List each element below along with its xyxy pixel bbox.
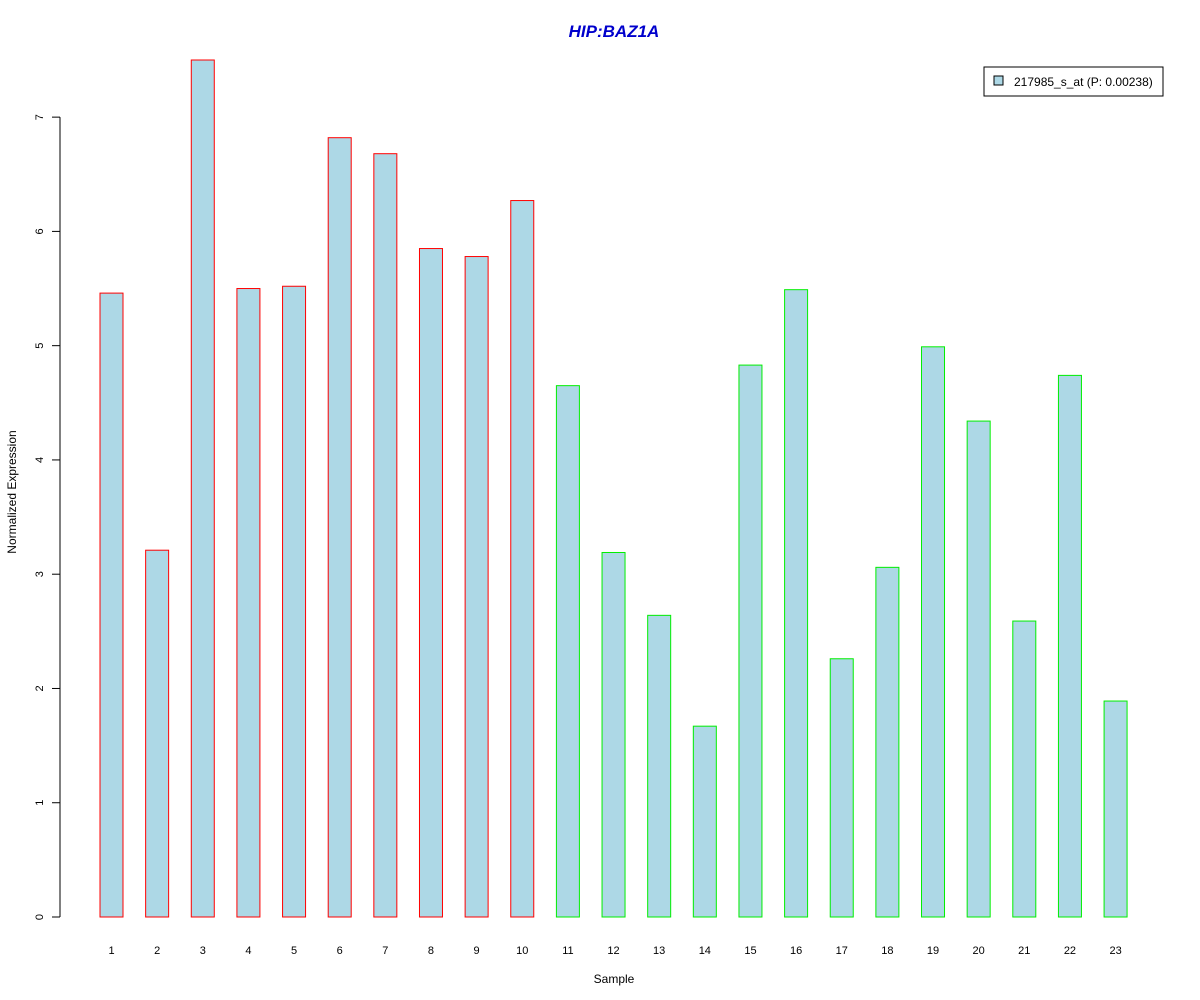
x-tick-label: 10 <box>516 945 528 957</box>
y-tick-label: 7 <box>34 114 46 120</box>
x-tick-label: 20 <box>973 945 985 957</box>
x-tick-label: 16 <box>790 945 802 957</box>
bar-sample-20 <box>966 420 991 918</box>
chart-title: HIP:BAZ1A <box>569 22 660 41</box>
x-tick-label: 6 <box>337 945 343 957</box>
bar-sample-11 <box>555 385 580 918</box>
x-tick-labels: 1 2 3 4 5 6 7 8 9 10 11 12 13 14 15 16 17 18 19 20 21 22 23 <box>108 945 1121 957</box>
x-tick-label: 2 <box>154 945 160 957</box>
x-axis-label: Sample <box>594 972 635 986</box>
x-tick-label: 21 <box>1018 945 1030 957</box>
y-tick-label: 0 <box>34 914 46 920</box>
bars <box>99 59 1128 918</box>
x-tick-label: 3 <box>200 945 206 957</box>
bar-sample-6 <box>327 137 352 918</box>
x-tick-label: 13 <box>653 945 665 957</box>
bar-sample-17 <box>829 658 854 918</box>
bar-sample-8 <box>418 248 443 918</box>
bar-sample-19 <box>921 346 946 918</box>
x-tick-label: 9 <box>474 945 480 957</box>
y-tick-label: 1 <box>34 800 46 806</box>
bar-sample-18 <box>875 566 900 918</box>
bar-sample-21 <box>1012 620 1037 918</box>
x-tick-label: 14 <box>699 945 711 957</box>
bar-sample-13 <box>647 614 672 918</box>
x-tick-label: 11 <box>562 945 573 957</box>
bar-sample-4 <box>236 288 261 918</box>
x-tick-label: 7 <box>382 945 388 957</box>
y-tick-label: 2 <box>34 685 46 691</box>
bar-sample-5 <box>282 285 307 918</box>
bar-sample-23 <box>1103 700 1128 918</box>
x-tick-label: 4 <box>245 945 251 957</box>
bar-sample-12 <box>601 551 626 918</box>
bar-sample-3 <box>190 59 215 918</box>
x-tick-label: 23 <box>1109 945 1121 957</box>
y-tick-label: 4 <box>34 457 46 463</box>
legend-box <box>983 66 1164 97</box>
bar-sample-10 <box>510 200 535 918</box>
bar-sample-2 <box>145 549 170 918</box>
legend-entry-label: 217985_s_at (P: 0.00238) <box>1014 75 1153 89</box>
legend: 217985_s_at (P: 0.00238) <box>983 66 1164 97</box>
x-tick-label: 12 <box>607 945 619 957</box>
y-tick-label: 5 <box>34 343 46 349</box>
legend-swatch <box>993 75 1004 86</box>
x-tick-label: 17 <box>836 945 848 957</box>
bar-sample-1 <box>99 292 124 918</box>
bar-sample-15 <box>738 364 763 918</box>
y-tick-label: 3 <box>34 571 46 577</box>
bar-sample-14 <box>692 725 717 918</box>
y-axis-label: Normalized Expression <box>5 430 19 553</box>
bar-sample-22 <box>1057 374 1082 918</box>
y-tick-label: 6 <box>34 228 46 234</box>
x-tick-label: 1 <box>108 945 114 957</box>
x-tick-label: 8 <box>428 945 434 957</box>
x-tick-label: 18 <box>881 945 893 957</box>
x-tick-label: 5 <box>291 945 297 957</box>
x-tick-label: 19 <box>927 945 939 957</box>
bar-sample-7 <box>373 153 398 918</box>
y-axis: 0 1 2 3 4 5 6 7 <box>34 114 61 920</box>
x-tick-label: 15 <box>744 945 756 957</box>
x-tick-label: 22 <box>1064 945 1076 957</box>
bar-sample-16 <box>784 289 809 918</box>
bar-sample-9 <box>464 256 489 918</box>
